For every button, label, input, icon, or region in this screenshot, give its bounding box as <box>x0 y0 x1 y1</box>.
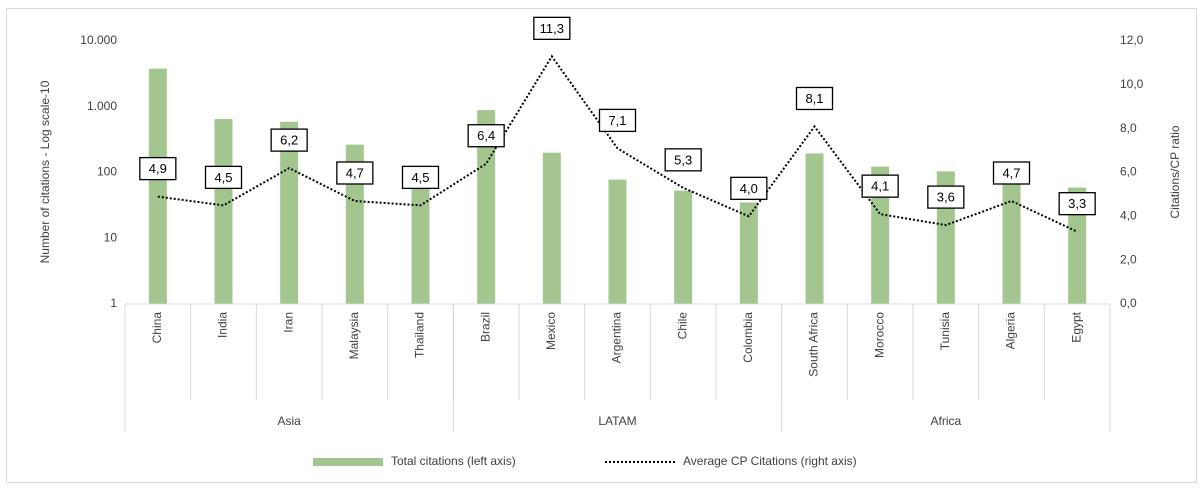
x-tick-label: India <box>216 312 230 338</box>
x-tick-label: Thailand <box>413 312 427 358</box>
x-tick-label: Chile <box>675 312 689 340</box>
data-label: 11,3 <box>540 21 564 36</box>
bar <box>1002 180 1021 304</box>
data-label-box <box>664 148 702 172</box>
y2-tick-label: 12,0 <box>1120 33 1144 47</box>
data-label-box <box>336 161 374 185</box>
data-label-box <box>927 185 965 209</box>
bar <box>674 190 693 304</box>
x-tick-label: Brazil <box>478 312 492 342</box>
x-tick-label: Egypt <box>1069 311 1083 342</box>
x-tick-label: Argentina <box>610 312 624 364</box>
data-label: 4,0 <box>740 181 758 196</box>
legend-label: Total citations (left axis) <box>391 454 516 468</box>
data-label: 4,7 <box>1002 165 1020 180</box>
y-axis-title: Number of citations - Log scale-10 <box>38 80 52 263</box>
bar <box>477 110 496 304</box>
data-label-box <box>730 176 768 200</box>
y2-tick-label: 2,0 <box>1120 252 1137 266</box>
data-label-box <box>139 156 177 181</box>
data-label: 6,2 <box>280 133 298 148</box>
data-label-box <box>204 165 243 190</box>
data-label-box <box>401 165 440 190</box>
data-label: 3,6 <box>937 190 955 205</box>
data-label-box <box>1058 192 1096 216</box>
x-tick-label: Morocco <box>872 312 886 358</box>
data-label-box <box>533 16 571 40</box>
data-label: 4,7 <box>346 165 364 180</box>
legend-label: Average CP Citations (right axis) <box>683 454 857 468</box>
bar <box>214 119 233 304</box>
data-label: 8,1 <box>805 91 823 106</box>
x-tick-label: Algeria <box>1004 312 1018 350</box>
x-tick-label: Malaysia <box>347 312 361 360</box>
data-label-box <box>992 161 1031 185</box>
legend-swatch <box>313 458 383 466</box>
y2-tick-label: 4,0 <box>1120 209 1137 223</box>
y2-tick-label: 10,0 <box>1120 77 1144 91</box>
data-label: 5,3 <box>674 152 692 167</box>
data-label: 4,9 <box>149 161 167 176</box>
bar <box>1068 187 1087 304</box>
data-label: 4,5 <box>411 170 429 185</box>
y-tick-label: 1.000 <box>87 99 117 113</box>
y-tick-label: 100 <box>97 165 117 179</box>
bar <box>739 202 758 304</box>
y-tick-label: 10 <box>104 230 118 244</box>
group-label: LATAM <box>598 414 636 428</box>
chart-border <box>6 8 1197 483</box>
bar <box>805 153 824 304</box>
x-tick-label: South Africa <box>807 312 821 377</box>
data-label-box <box>467 124 505 148</box>
y2-tick-label: 0,0 <box>1120 296 1137 310</box>
bar <box>542 152 561 304</box>
y2-tick-label: 8,0 <box>1120 121 1137 135</box>
data-label-box <box>795 86 834 111</box>
data-label: 7,1 <box>608 113 626 128</box>
y-tick-label: 1 <box>110 296 117 310</box>
x-tick-label: Colombia <box>741 312 755 363</box>
data-label: 4,5 <box>214 170 232 185</box>
data-label: 4,1 <box>871 179 889 194</box>
group-label: Africa <box>930 414 961 428</box>
data-label-box <box>861 174 899 198</box>
data-label: 3,3 <box>1068 196 1086 211</box>
bar <box>411 186 430 304</box>
y2-axis-title: Citations/CP ratio <box>1168 125 1182 218</box>
x-tick-label: Mexico <box>544 312 558 350</box>
bar <box>148 68 167 304</box>
x-tick-label: Iran <box>281 312 295 333</box>
bar <box>871 166 890 304</box>
data-label-box <box>598 108 637 133</box>
y-tick-label: 10.000 <box>80 33 117 47</box>
bar <box>608 179 627 304</box>
data-label: 6,4 <box>477 128 495 143</box>
x-tick-label: China <box>150 312 164 344</box>
data-label-box <box>270 128 308 152</box>
line <box>157 54 1078 233</box>
x-tick-label: Tunisia <box>938 312 952 351</box>
group-label: Asia <box>277 414 301 428</box>
y2-tick-label: 6,0 <box>1120 165 1137 179</box>
bar <box>280 121 299 304</box>
